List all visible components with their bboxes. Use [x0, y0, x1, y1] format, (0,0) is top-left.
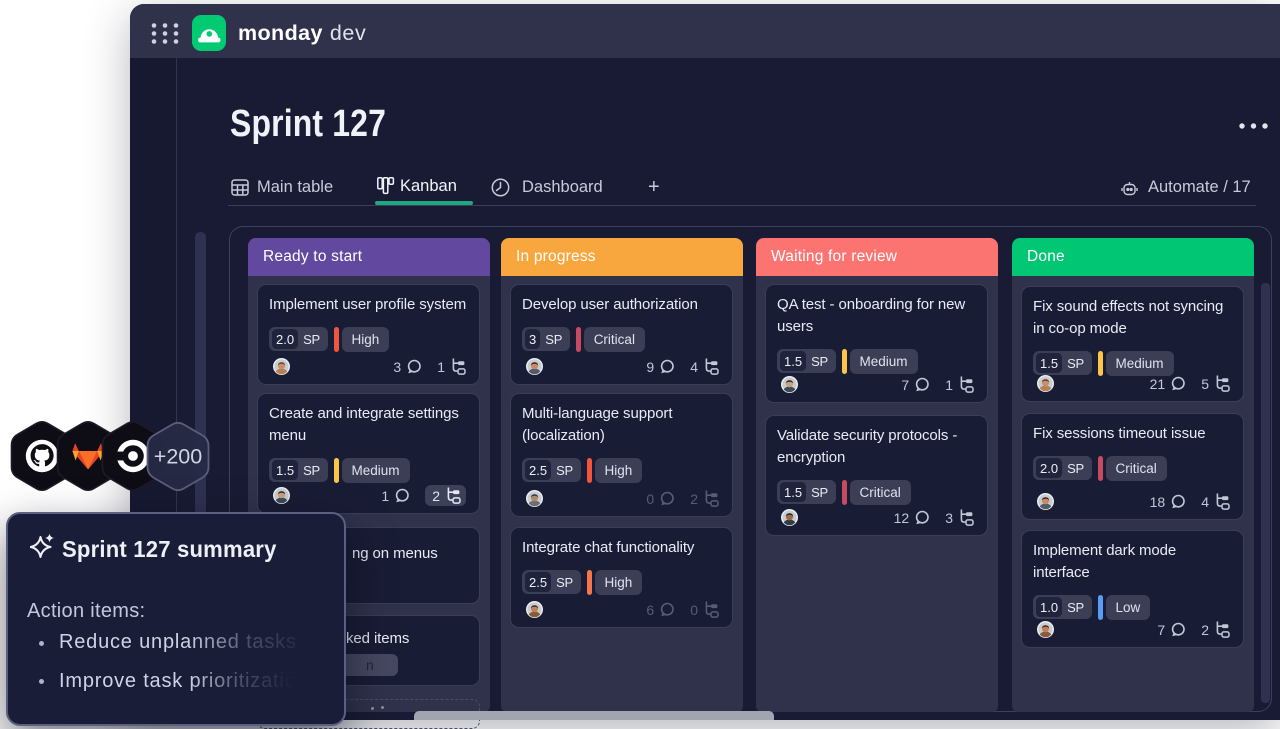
svg-text:+200: +200: [154, 445, 202, 469]
